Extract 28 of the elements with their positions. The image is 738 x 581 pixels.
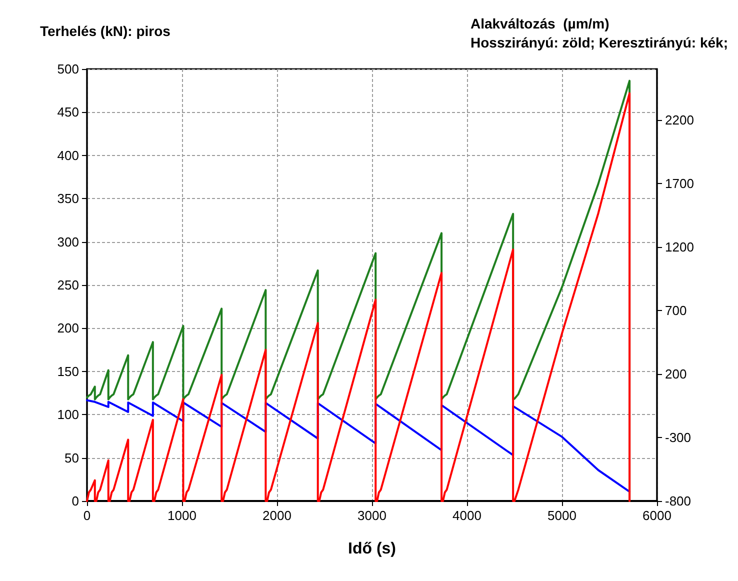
y-tick-label: 250: [57, 278, 79, 292]
x-tick-label: 2000: [262, 508, 292, 523]
x-tick-label: 4000: [452, 508, 482, 523]
y-tick-label: 50: [64, 450, 79, 466]
x-tick-label: 3000: [358, 508, 386, 523]
y2-tick-label: 1200: [665, 239, 694, 254]
y-tick-label: 350: [57, 191, 79, 206]
y-tick-label: 100: [57, 407, 79, 422]
y2-axis-title: Alakváltozás (µm/m) Hosszirányú: zöld; Keresztirányú: kék;: [470, 16, 728, 50]
y2-tick-label: 700: [665, 302, 687, 318]
y-tick-label: 500: [57, 62, 79, 76]
x-tick-label: 5000: [548, 508, 576, 523]
y-tick-label: 300: [57, 234, 79, 250]
y2-tick-label: 1700: [665, 176, 694, 191]
y-tick-label: 400: [57, 148, 79, 163]
y-axis-title: Terhelés (kN): piros: [40, 23, 171, 39]
x-tick-label: 1000: [168, 508, 196, 523]
y2-tick-label: -300: [665, 430, 692, 445]
x-tick-label: 0: [83, 508, 91, 523]
y2-tick-label: 2200: [665, 112, 694, 128]
y-tick-label: 200: [57, 320, 79, 336]
x-tick-label: 6000: [642, 508, 672, 523]
y-tick-label: 150: [57, 364, 79, 379]
y2-tick-label: -800: [665, 494, 692, 508]
y-tick-label: 0: [72, 494, 79, 508]
y-tick-label: 450: [57, 104, 79, 120]
y2-tick-label: 200: [665, 366, 687, 382]
x-axis-title: Idő (s): [348, 540, 396, 558]
